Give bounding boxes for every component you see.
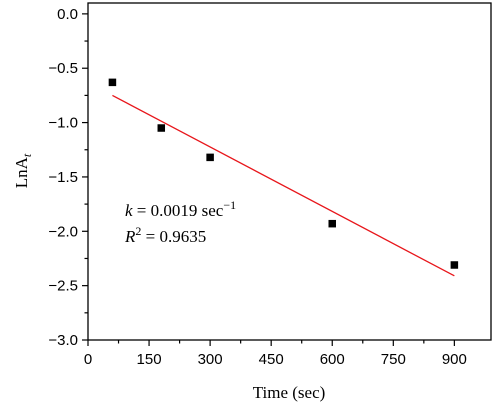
annotation-r2-text: = 0.9635 bbox=[141, 227, 206, 246]
x-axis: 0 150 300 450 600 750 900 bbox=[84, 340, 467, 368]
x-tick-label: 750 bbox=[381, 351, 406, 368]
data-point bbox=[108, 78, 117, 87]
y-axis: 0.0 −0.5 −1.0 −1.5 −2.0 −2.5 −3.0 bbox=[48, 6, 88, 349]
data-point bbox=[328, 219, 336, 228]
x-axis-title: Time (sec) bbox=[253, 383, 326, 402]
y-tick-label: −0.5 bbox=[48, 60, 78, 77]
y-axis-title-main: LnA bbox=[12, 156, 31, 188]
x-tick-label: 300 bbox=[198, 351, 223, 368]
x-tick-label: 150 bbox=[137, 351, 162, 368]
y-axis-title: LnAt bbox=[12, 153, 34, 188]
annotation-k-text: = 0.0019 sec bbox=[133, 201, 224, 220]
y-tick-label: 0.0 bbox=[57, 6, 78, 23]
x-tick-label: 0 bbox=[84, 351, 92, 368]
annotation-k: k = 0.0019 sec−1 bbox=[125, 198, 236, 220]
x-tick-label: 600 bbox=[320, 351, 345, 368]
y-tick-label: −2.0 bbox=[48, 223, 78, 240]
annotation-k-var: k bbox=[125, 201, 133, 220]
data-point bbox=[157, 124, 166, 132]
y-tick-label: −3.0 bbox=[48, 332, 78, 349]
x-tick-label: 450 bbox=[259, 351, 284, 368]
y-axis-title-sub: t bbox=[20, 153, 34, 157]
x-tick-label: 900 bbox=[442, 351, 467, 368]
data-point bbox=[206, 153, 214, 162]
y-tick-label: −2.5 bbox=[48, 278, 78, 295]
annotation-r2-var: R bbox=[124, 227, 136, 246]
y-tick-label: −1.5 bbox=[48, 169, 78, 186]
data-points bbox=[108, 78, 459, 269]
fit-line bbox=[112, 94, 455, 277]
data-point bbox=[450, 261, 459, 269]
annotation-k-sup: −1 bbox=[223, 198, 236, 212]
y-tick-label: −1.0 bbox=[48, 115, 78, 132]
annotation-r2: R2 = 0.9635 bbox=[124, 224, 206, 246]
plot-frame bbox=[87, 2, 492, 341]
annotation-r2-sup: 2 bbox=[135, 224, 141, 238]
